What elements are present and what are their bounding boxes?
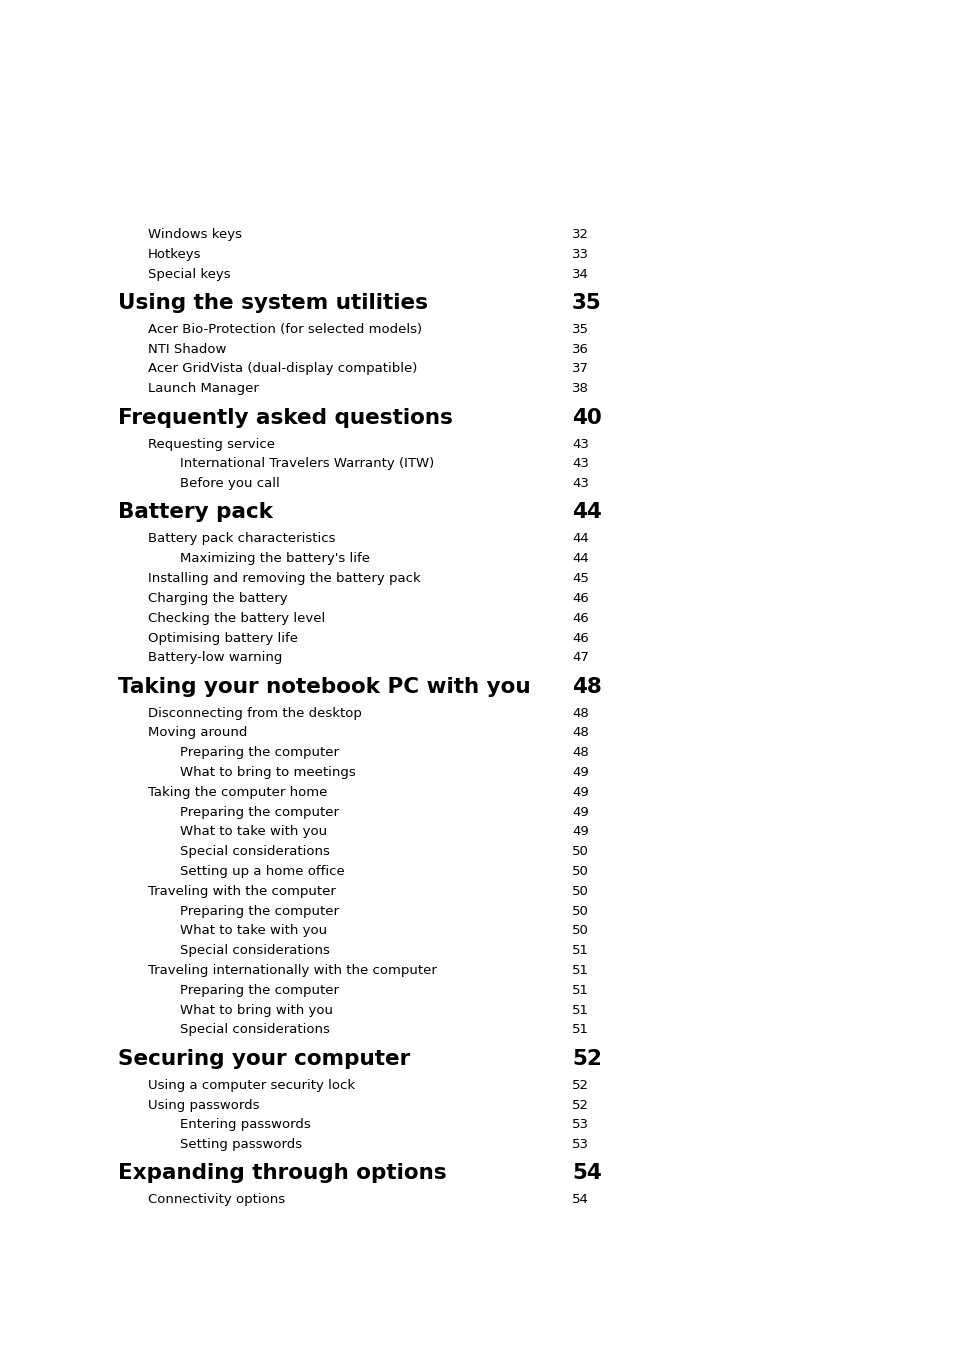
Text: 32: 32 <box>572 229 588 241</box>
Text: Acer GridVista (dual-display compatible): Acer GridVista (dual-display compatible) <box>148 363 417 375</box>
Text: 40: 40 <box>572 408 601 427</box>
Text: Frequently asked questions: Frequently asked questions <box>118 408 453 427</box>
Text: 49: 49 <box>572 786 588 798</box>
Text: 45: 45 <box>572 572 588 585</box>
Text: 53: 53 <box>572 1138 588 1151</box>
Text: 35: 35 <box>572 293 601 314</box>
Text: Preparing the computer: Preparing the computer <box>180 905 338 917</box>
Text: Special considerations: Special considerations <box>180 945 330 957</box>
Text: Hotkeys: Hotkeys <box>148 248 201 261</box>
Text: 52: 52 <box>572 1049 601 1069</box>
Text: Installing and removing the battery pack: Installing and removing the battery pack <box>148 572 420 585</box>
Text: Checking the battery level: Checking the battery level <box>148 612 325 624</box>
Text: 54: 54 <box>572 1194 588 1206</box>
Text: Charging the battery: Charging the battery <box>148 591 287 605</box>
Text: 50: 50 <box>572 865 588 878</box>
Text: Taking your notebook PC with you: Taking your notebook PC with you <box>118 676 530 697</box>
Text: 46: 46 <box>572 631 588 645</box>
Text: 35: 35 <box>572 323 588 335</box>
Text: 34: 34 <box>572 267 588 281</box>
Text: 50: 50 <box>572 845 588 858</box>
Text: Expanding through options: Expanding through options <box>118 1164 446 1183</box>
Text: Taking the computer home: Taking the computer home <box>148 786 327 798</box>
Text: Disconnecting from the desktop: Disconnecting from the desktop <box>148 706 361 720</box>
Text: 48: 48 <box>572 727 588 739</box>
Text: 48: 48 <box>572 706 588 720</box>
Text: 51: 51 <box>572 1024 588 1036</box>
Text: 48: 48 <box>572 676 601 697</box>
Text: 50: 50 <box>572 905 588 917</box>
Text: Special keys: Special keys <box>148 267 231 281</box>
Text: 53: 53 <box>572 1118 588 1131</box>
Text: 51: 51 <box>572 1003 588 1017</box>
Text: Special considerations: Special considerations <box>180 845 330 858</box>
Text: Preparing the computer: Preparing the computer <box>180 746 338 760</box>
Text: 44: 44 <box>572 502 601 523</box>
Text: Preparing the computer: Preparing the computer <box>180 984 338 997</box>
Text: 52: 52 <box>572 1079 588 1091</box>
Text: 49: 49 <box>572 767 588 779</box>
Text: Entering passwords: Entering passwords <box>180 1118 311 1131</box>
Text: Acer Bio-Protection (for selected models): Acer Bio-Protection (for selected models… <box>148 323 421 335</box>
Text: Traveling internationally with the computer: Traveling internationally with the compu… <box>148 964 436 977</box>
Text: Setting passwords: Setting passwords <box>180 1138 302 1151</box>
Text: 54: 54 <box>572 1164 601 1183</box>
Text: 47: 47 <box>572 652 588 664</box>
Text: Windows keys: Windows keys <box>148 229 242 241</box>
Text: 48: 48 <box>572 746 588 760</box>
Text: 36: 36 <box>572 342 588 356</box>
Text: 49: 49 <box>572 826 588 838</box>
Text: 33: 33 <box>572 248 588 261</box>
Text: Securing your computer: Securing your computer <box>118 1049 410 1069</box>
Text: 51: 51 <box>572 984 588 997</box>
Text: 50: 50 <box>572 884 588 898</box>
Text: What to take with you: What to take with you <box>180 826 327 838</box>
Text: 37: 37 <box>572 363 588 375</box>
Text: Using the system utilities: Using the system utilities <box>118 293 428 314</box>
Text: Requesting service: Requesting service <box>148 438 274 450</box>
Text: 49: 49 <box>572 805 588 819</box>
Text: 43: 43 <box>572 478 588 490</box>
Text: Preparing the computer: Preparing the computer <box>180 805 338 819</box>
Text: 51: 51 <box>572 945 588 957</box>
Text: Traveling with the computer: Traveling with the computer <box>148 884 335 898</box>
Text: 50: 50 <box>572 924 588 938</box>
Text: International Travelers Warranty (ITW): International Travelers Warranty (ITW) <box>180 457 434 471</box>
Text: Battery-low warning: Battery-low warning <box>148 652 282 664</box>
Text: 44: 44 <box>572 552 588 565</box>
Text: What to take with you: What to take with you <box>180 924 327 938</box>
Text: What to bring to meetings: What to bring to meetings <box>180 767 355 779</box>
Text: 46: 46 <box>572 591 588 605</box>
Text: What to bring with you: What to bring with you <box>180 1003 333 1017</box>
Text: 51: 51 <box>572 964 588 977</box>
Text: Before you call: Before you call <box>180 478 279 490</box>
Text: Maximizing the battery's life: Maximizing the battery's life <box>180 552 370 565</box>
Text: Battery pack characteristics: Battery pack characteristics <box>148 533 335 545</box>
Text: Setting up a home office: Setting up a home office <box>180 865 344 878</box>
Text: 46: 46 <box>572 612 588 624</box>
Text: 44: 44 <box>572 533 588 545</box>
Text: Special considerations: Special considerations <box>180 1024 330 1036</box>
Text: Using a computer security lock: Using a computer security lock <box>148 1079 355 1091</box>
Text: Optimising battery life: Optimising battery life <box>148 631 297 645</box>
Text: 38: 38 <box>572 382 588 396</box>
Text: NTI Shadow: NTI Shadow <box>148 342 226 356</box>
Text: 43: 43 <box>572 457 588 471</box>
Text: 52: 52 <box>572 1098 588 1112</box>
Text: Using passwords: Using passwords <box>148 1098 259 1112</box>
Text: 43: 43 <box>572 438 588 450</box>
Text: Launch Manager: Launch Manager <box>148 382 258 396</box>
Text: Moving around: Moving around <box>148 727 247 739</box>
Text: Connectivity options: Connectivity options <box>148 1194 285 1206</box>
Text: Battery pack: Battery pack <box>118 502 273 523</box>
